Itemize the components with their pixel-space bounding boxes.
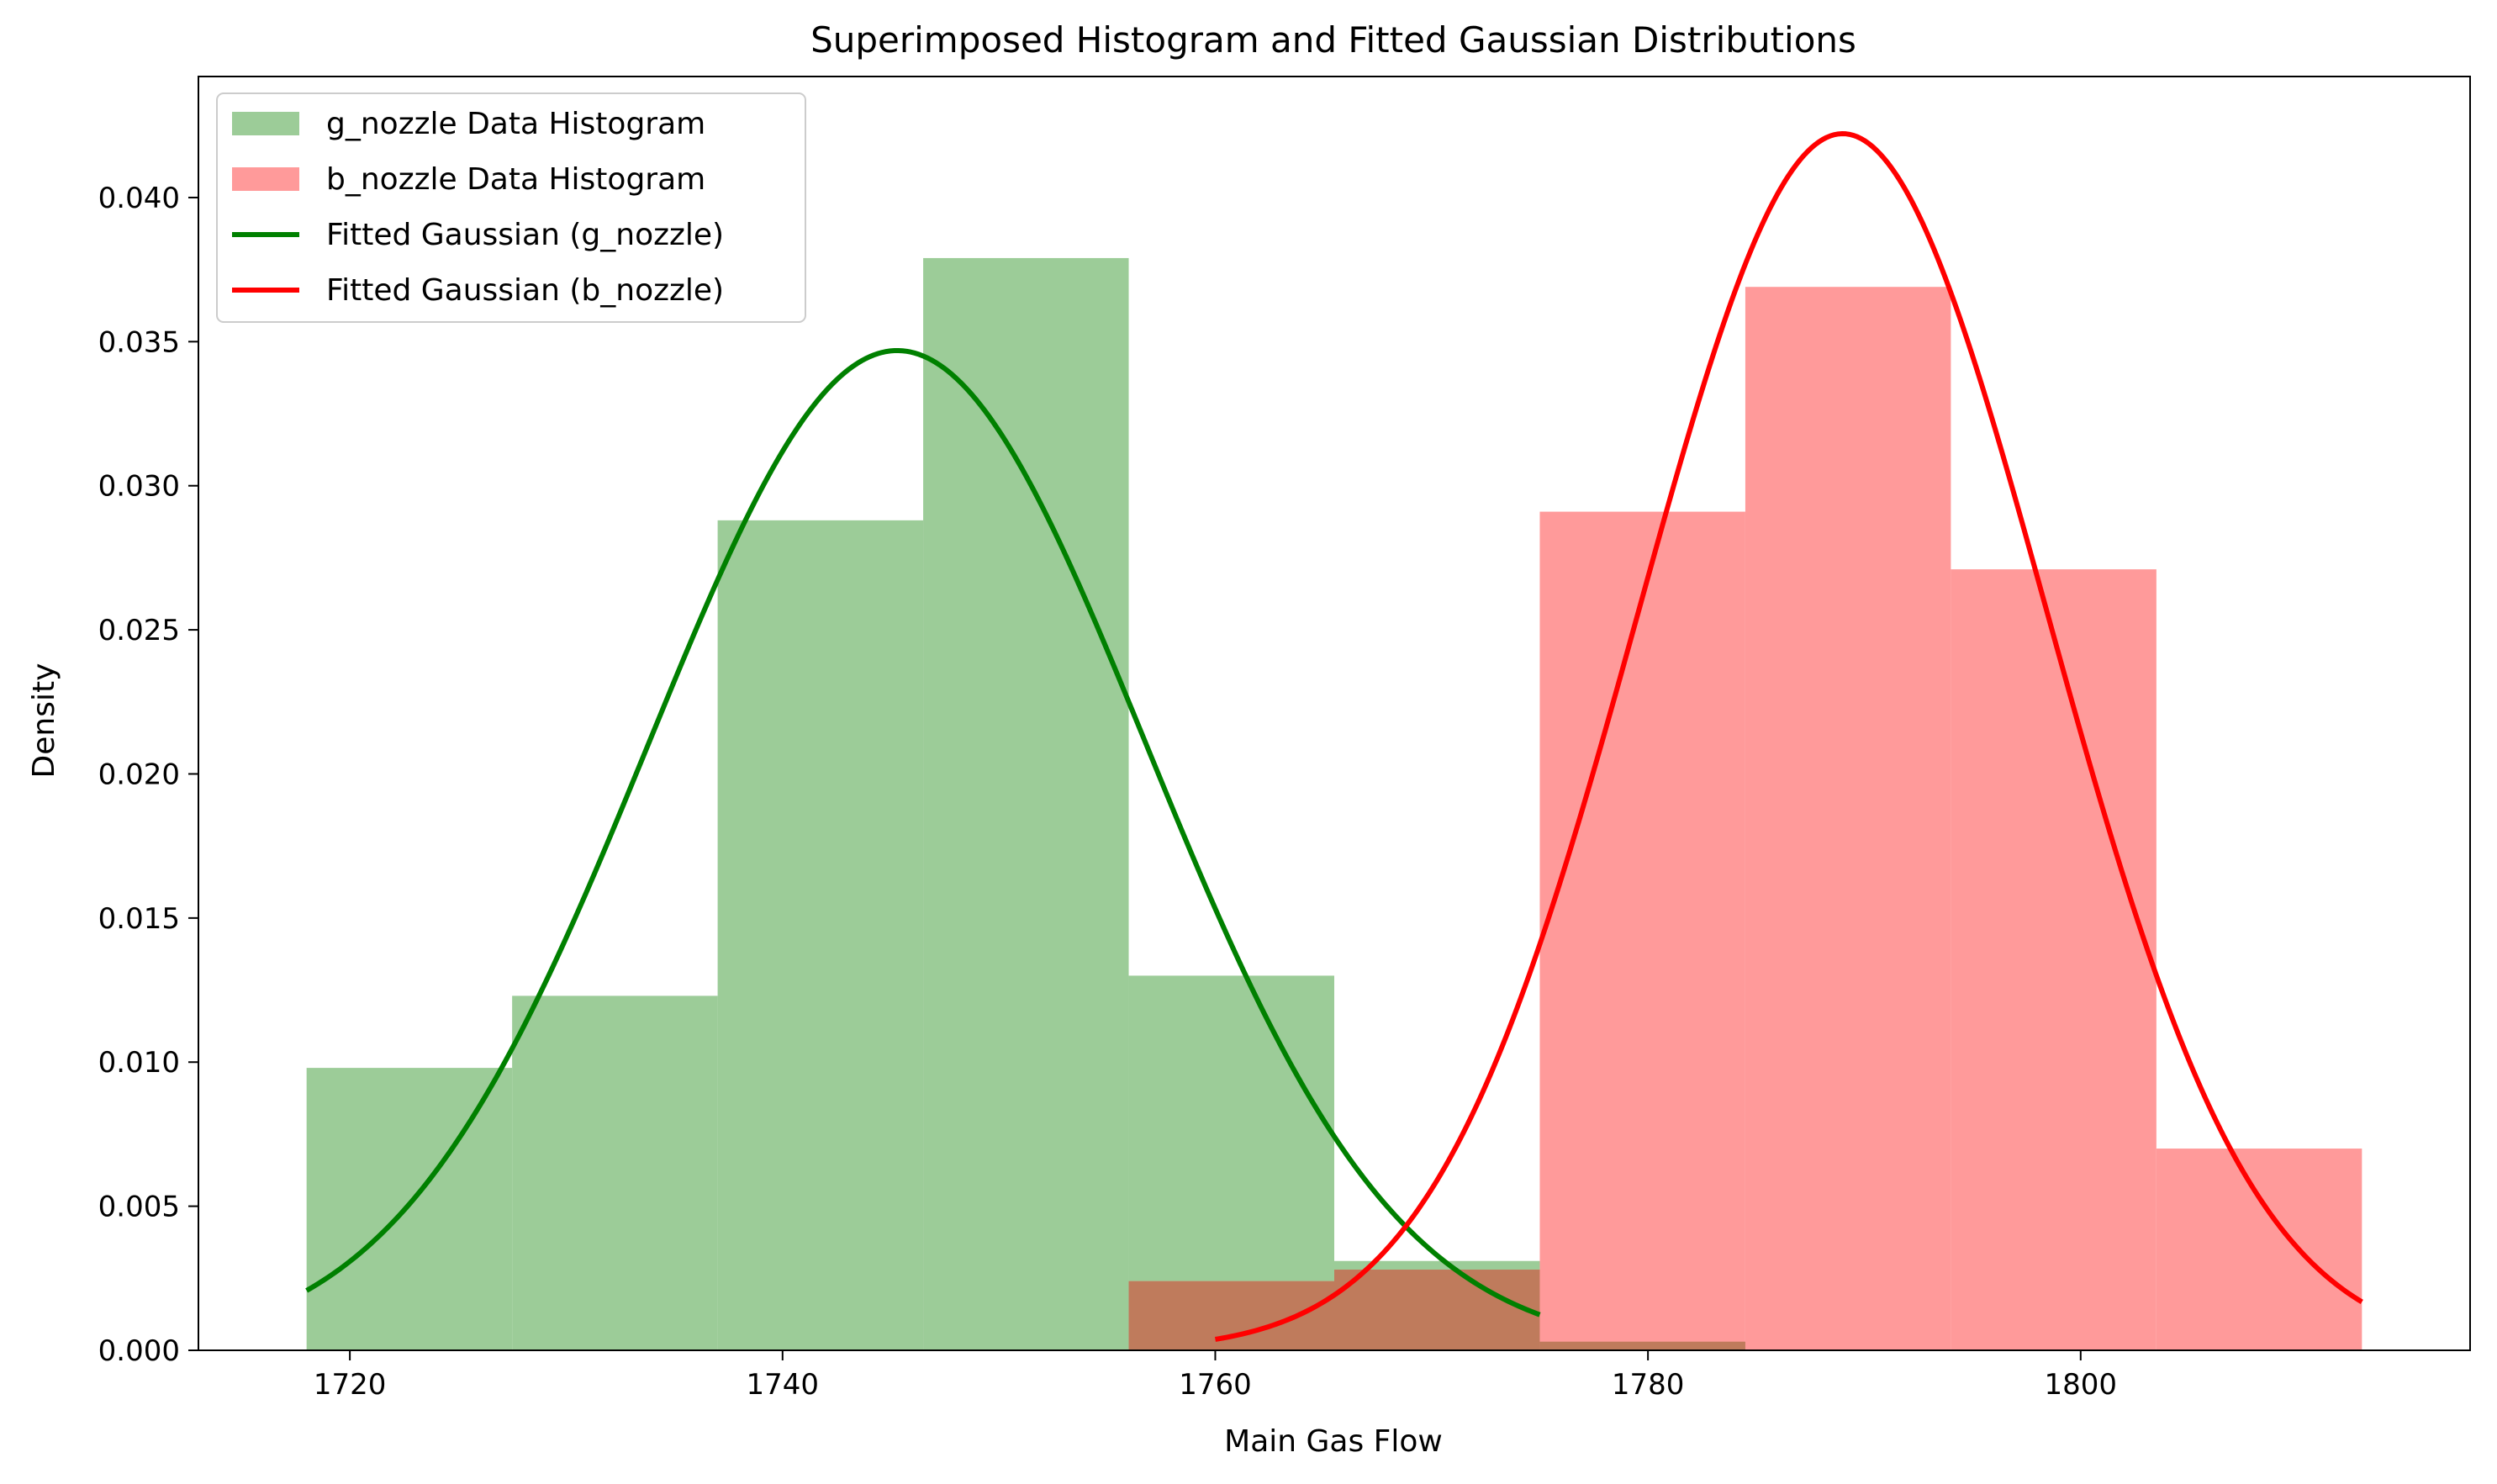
plot-frame [198,76,2471,1351]
b-nozzle-bar [2156,1149,2362,1350]
g-nozzle-bar [306,1068,513,1350]
legend: g_nozzle Data Histogram b_nozzle Data His… [216,92,806,323]
bars-layer [306,257,2362,1350]
axes-layer: 1720 1740 1760 1780 1800 0.000 0.005 0.010 0.015… [98,76,2471,1402]
b-nozzle-bar [1951,569,2156,1350]
legend-label: b_nozzle Data Histogram [326,162,705,197]
b-nozzle-bar [1745,287,1951,1350]
y-tick-label: 0.015 [98,902,180,936]
legend-label: g_nozzle Data Histogram [326,107,705,141]
x-tick-label: 1780 [1612,1368,1685,1402]
legend-swatch [232,112,299,135]
legend-swatch [232,167,299,191]
g-nozzle-bar [512,995,718,1350]
gaussian-curve [1214,131,2363,1342]
x-axis-title: Main Gas Flow [1224,1424,1443,1459]
legend-label: Fitted Gaussian (b_nozzle) [326,273,724,308]
y-axis-title: Density [27,663,61,779]
y-tick-label: 0.040 [98,182,180,215]
g-nozzle-bar [717,520,924,1350]
overlap-bar [1128,1281,1334,1350]
y-tick-label: 0.025 [98,614,180,647]
gaussian-curve [305,347,1541,1318]
y-tick-label: 0.020 [98,758,180,791]
g-nozzle-bar [923,257,1129,1350]
y-tick-label: 0.000 [98,1334,180,1368]
legend-box [216,92,806,323]
legend-label: Fitted Gaussian (g_nozzle) [326,218,724,252]
curves-layer [305,131,2363,1342]
b-nozzle-bar [1539,511,1745,1350]
x-tick-label: 1760 [1179,1368,1252,1402]
b-nozzle-bar [1539,1341,1745,1350]
x-tick-label: 1720 [314,1368,387,1402]
x-tick-label: 1740 [747,1368,820,1402]
x-tick-label: 1800 [2045,1368,2118,1402]
y-tick-label: 0.010 [98,1046,180,1080]
y-tick-label: 0.030 [98,470,180,504]
y-tick-label: 0.005 [98,1191,180,1224]
y-tick-label: 0.035 [98,325,180,359]
overlap-bar [1334,1270,1540,1350]
chart-title: Superimposed Histogram and Fitted Gaussi… [810,19,1856,61]
